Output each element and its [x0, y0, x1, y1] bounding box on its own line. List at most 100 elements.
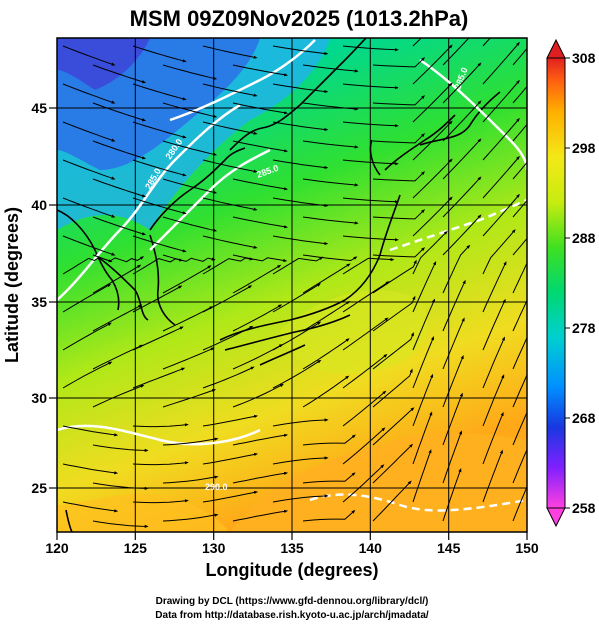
- streamline: [302, 140, 359, 149]
- streamline: [342, 464, 385, 503]
- y-tick-label: 40: [31, 197, 47, 213]
- streamline: [132, 83, 187, 101]
- streamline: [132, 235, 187, 253]
- streamline: [202, 452, 259, 465]
- streamline: [302, 216, 359, 225]
- streamline: [512, 299, 527, 332]
- streamline: [482, 38, 491, 47]
- streamline: [92, 64, 147, 84]
- streamline: [512, 411, 527, 446]
- streamline: [302, 472, 356, 484]
- streamline: [372, 259, 417, 294]
- streamline: [302, 254, 358, 262]
- streamline: [92, 444, 149, 452]
- streamline: [342, 121, 399, 128]
- streamline: [272, 256, 324, 275]
- streamline: [132, 45, 187, 63]
- colorbar-tick-label: 288: [572, 230, 596, 246]
- streamline: [512, 199, 527, 218]
- mid-warm-band: [280, 290, 428, 374]
- streamline: [442, 468, 462, 522]
- streamline: [512, 373, 527, 408]
- colorbar-tick-label: 298: [572, 140, 596, 156]
- streamline: [62, 501, 119, 513]
- streamline: [372, 171, 426, 182]
- streamline: [232, 509, 289, 522]
- streamline: [342, 197, 399, 204]
- streamline: [412, 373, 434, 427]
- streamline: [202, 257, 254, 275]
- streamline: [442, 214, 482, 256]
- streamline: [512, 485, 527, 522]
- x-tick-label: 130: [202, 540, 226, 556]
- streamline: [132, 423, 189, 428]
- streamline: [62, 159, 116, 180]
- streamline: [62, 83, 116, 104]
- streamline: [412, 449, 432, 503]
- streamline: [272, 359, 322, 389]
- streamline: [482, 261, 507, 313]
- streamline: [62, 425, 119, 437]
- streamline: [302, 300, 351, 332]
- streamline: [302, 338, 350, 370]
- streamline: [162, 437, 219, 446]
- streamline: [342, 281, 390, 313]
- streamline: [372, 95, 426, 106]
- streamline: [62, 121, 116, 142]
- streamline: [442, 317, 465, 370]
- streamline: [272, 418, 329, 427]
- streamline: [162, 265, 212, 294]
- streamline: [62, 463, 119, 475]
- streamline: [202, 414, 259, 427]
- streamline: [372, 368, 413, 408]
- streamline: [342, 353, 388, 389]
- streamline: [482, 336, 505, 389]
- map-plot-area: 285.0 285.0 285.0 290.0 280.0: [57, 38, 527, 532]
- streamline: [342, 235, 399, 242]
- streamline: [442, 244, 471, 294]
- streamline: [162, 178, 218, 194]
- colorbar: 308 298 288 278 268 258: [546, 38, 596, 528]
- streamline: [92, 304, 143, 332]
- streamline: [372, 332, 414, 370]
- contour-label: 290.0: [205, 482, 228, 492]
- streamline: [132, 461, 189, 466]
- x-tick-label: 125: [124, 540, 148, 556]
- credit-data: Data from http://database.rish.kyoto-u.a…: [155, 610, 429, 621]
- streamline: [162, 306, 214, 332]
- x-tick-label: 140: [359, 540, 383, 556]
- streamline: [132, 258, 184, 275]
- streamline: [512, 47, 527, 66]
- streamline: [232, 178, 289, 191]
- y-tick-label: 30: [31, 390, 47, 406]
- streamline: [162, 513, 219, 522]
- streamline: [442, 62, 482, 104]
- streamline: [302, 178, 359, 187]
- streamline: [132, 121, 187, 139]
- streamline: [92, 102, 147, 122]
- streamline: [62, 197, 116, 218]
- streamline: [512, 448, 527, 484]
- streamline: [372, 247, 426, 258]
- streamline: [162, 254, 216, 262]
- streamline: [342, 317, 389, 351]
- streamline: [442, 430, 462, 484]
- x-axis-label: Longitude (degrees): [205, 560, 378, 580]
- streamline: [272, 121, 329, 132]
- streamline: [412, 158, 453, 199]
- streamline: [302, 64, 359, 73]
- streamline: [442, 100, 482, 142]
- streamline: [162, 389, 217, 408]
- streamline: [482, 298, 506, 351]
- coastlines: [57, 38, 501, 532]
- streamline: [202, 121, 258, 135]
- streamline: [442, 176, 482, 218]
- streamline: [482, 41, 520, 85]
- streamline: [512, 261, 527, 294]
- x-tick-label: 145: [437, 540, 461, 556]
- streamline: [342, 257, 395, 275]
- streamline: [232, 383, 284, 408]
- x-tick-label: 135: [280, 540, 304, 556]
- streamline: [92, 344, 144, 370]
